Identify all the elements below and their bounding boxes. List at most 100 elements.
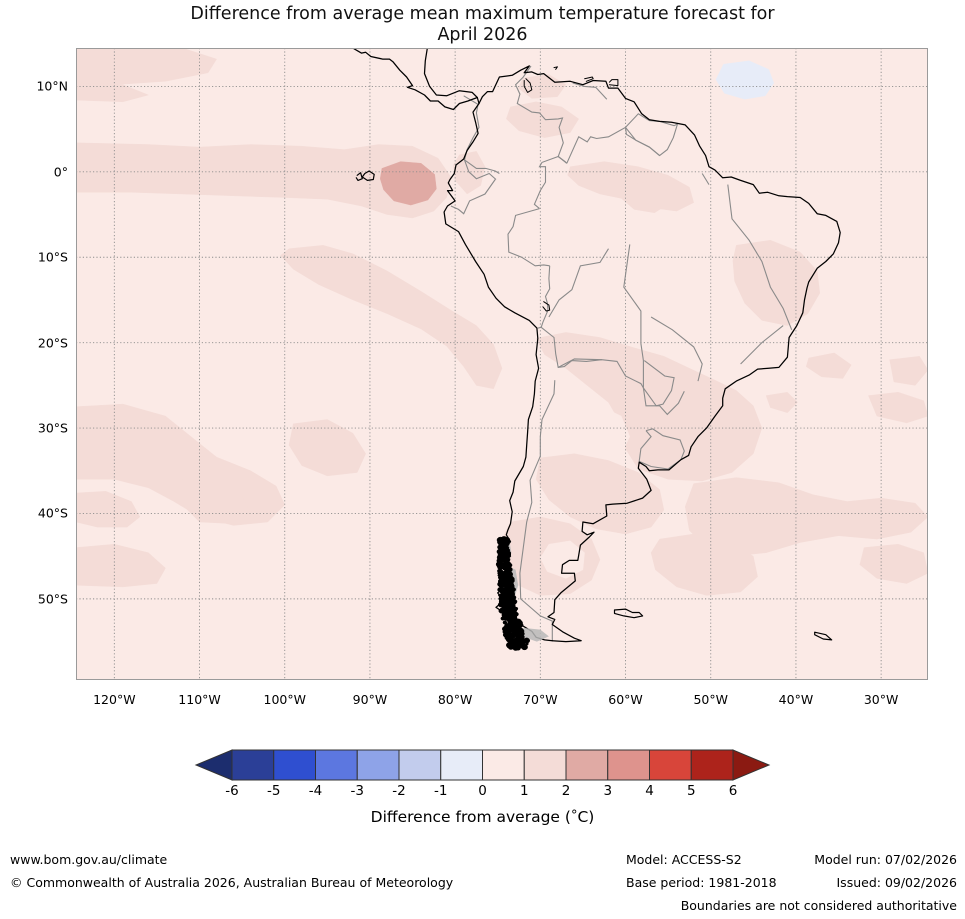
anomaly-atlantic-sliver-1 (805, 352, 852, 379)
footer-website[interactable]: www.bom.gov.au/climate (10, 852, 168, 867)
colorbar-tick-labels: -6 -5 -4 -3 -2 -1 0 1 2 3 4 5 6 (0, 783, 965, 803)
anomaly-argentina-interior-hole (565, 405, 631, 458)
title-line-1: Difference from average mean maximum tem… (190, 4, 775, 24)
latitude-tick-label: 30°S (37, 420, 68, 436)
coast-curacao (553, 66, 558, 70)
border-uruguay (638, 428, 685, 470)
colorbar-unit-text: C) (577, 808, 595, 826)
coast-galapagos-isabela (355, 172, 363, 181)
page-title: Difference from average mean maximum tem… (0, 4, 965, 46)
border-brazil-bolivia-b (548, 248, 609, 318)
border-amapa (701, 173, 710, 185)
colorbar-tick-label: 1 (519, 783, 529, 799)
colorbar-tick-label: -4 (308, 783, 323, 799)
colorbar-segment[interactable] (440, 749, 483, 781)
anomaly-venezuela (506, 101, 579, 138)
footer-disclaimer: Boundaries are not considered authoritat… (680, 898, 957, 913)
border-chile-peru (537, 326, 542, 329)
colorbar-label-text: Difference from average ( (370, 808, 571, 826)
colorbar-tick-label: -1 (434, 783, 448, 799)
anomaly-atlantic-sliver-3 (868, 391, 928, 424)
border-ecuador-peru (450, 179, 496, 215)
colorbar-segment[interactable] (690, 749, 734, 781)
colorbar-swatches (194, 749, 771, 781)
anomaly-eastern-brazil (732, 239, 821, 326)
anomaly-southwest-corner (76, 543, 166, 588)
coast-atlantic-south-america (478, 65, 841, 643)
colorbar-tick-label: -3 (350, 783, 364, 799)
border-paraguay (640, 343, 675, 407)
footer-issued: Issued: 09/02/2026 (836, 875, 958, 890)
degree-symbol: ° (570, 808, 578, 824)
border-venezuela-brazil (566, 126, 660, 164)
colorbar-over-arrow[interactable] (732, 749, 771, 781)
border-ecuador (463, 159, 497, 180)
anomaly-southeast-pacific-band (280, 245, 503, 390)
latitude-tick-label: 10°N (36, 78, 68, 94)
anomaly-tropical-atlantic-cool (715, 60, 775, 100)
anomaly-south-pacific-patch-b (76, 491, 141, 528)
colorbar-tick-label: 3 (603, 783, 613, 799)
footer-base-period: Base period: 1981-2018 (626, 875, 777, 890)
colorbar-under-arrow[interactable] (194, 749, 233, 781)
colorbar-segment[interactable] (356, 749, 400, 781)
anomaly-equatorial-pacific-core (379, 161, 437, 206)
colorbar-segment[interactable] (273, 749, 316, 781)
colorbar-axis-label: Difference from average (°C) (0, 808, 965, 826)
longitude-tick-label: 90°W (352, 692, 388, 707)
coast-lake-titicaca (542, 301, 551, 312)
colorbar-segment[interactable] (607, 749, 650, 781)
colorbar-tick-label: 2 (561, 783, 571, 799)
latitude-axis: 10°N 0° 10°S 20°S 30°S 40°S 50°S (0, 0, 68, 919)
footer-model-run: Model run: 07/02/2026 (814, 852, 957, 867)
colorbar-segment[interactable] (523, 749, 567, 781)
colorbar-segment[interactable] (649, 749, 692, 781)
map-canvas (76, 48, 928, 680)
border-argentina-brazil (642, 387, 685, 416)
border-bolivia-argentina (557, 358, 602, 368)
colorbar-tick-label: 5 (686, 783, 696, 799)
border-brazil-bolivia-c (623, 244, 642, 344)
border-brazil-states-se (740, 325, 784, 365)
coast-south-georgia (814, 631, 833, 641)
border-colombia-brazil (533, 155, 568, 210)
coast-falkland-islands (613, 608, 644, 619)
island-speck (515, 645, 521, 651)
colorbar[interactable] (0, 744, 965, 790)
border-bolivia-south (540, 326, 644, 389)
anomaly-northwest-pacific-tail (76, 82, 150, 103)
anomaly-pacific-near-chile (288, 419, 366, 477)
map-plot-area[interactable] (76, 48, 928, 680)
anomaly-central-south-brazil (535, 332, 763, 482)
anomaly-argentina-pampas (535, 453, 665, 535)
latitude-tick-label: 40°S (37, 505, 68, 521)
footer: www.bom.gov.au/climate © Commonwealth of… (0, 846, 965, 919)
colorbar-segment[interactable] (482, 749, 525, 781)
border-venezuela-inner (572, 82, 608, 100)
colorbar-segment[interactable] (315, 749, 358, 781)
anomaly-atlantic-sliver-4 (765, 391, 798, 413)
colorbar-segment[interactable] (398, 749, 442, 781)
footer-model: Model: ACCESS-S2 (626, 852, 742, 867)
longitude-tick-label: 30°W (863, 692, 899, 707)
colorbar-segment[interactable] (231, 749, 275, 781)
longitude-tick-label: 60°W (608, 692, 643, 707)
anomaly-amazon-core (620, 181, 669, 214)
colorbar-tick-label: -2 (392, 783, 406, 799)
latitude-tick-label: 50°S (37, 591, 68, 607)
border-brazil-states-ne (727, 184, 793, 331)
island-speck (521, 644, 528, 651)
coast-central-america-pacific (351, 48, 480, 111)
longitude-tick-label: 40°W (778, 692, 814, 707)
border-brazil-states-cw (650, 316, 703, 382)
border-colombia-venezuela (514, 65, 568, 164)
longitude-tick-label: 100°W (263, 692, 306, 707)
border-chile-argentina (519, 380, 556, 641)
colorbar-segment[interactable] (565, 749, 609, 781)
border-peru-brazil (507, 208, 550, 267)
latitude-tick-label: 20°S (37, 335, 68, 351)
latitude-tick-label: 10°S (37, 249, 68, 265)
colorbar-tick-label: 4 (645, 783, 654, 799)
coast-central-america-caribbean (423, 48, 478, 99)
